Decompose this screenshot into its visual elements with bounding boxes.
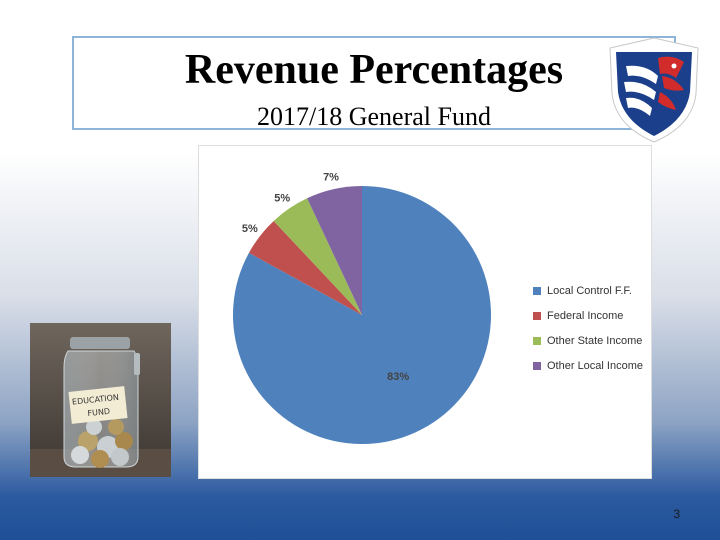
legend-label: Other Local Income — [547, 359, 643, 372]
legend-item: Other State Income — [533, 328, 643, 353]
legend-label: Local Control F.F. — [547, 284, 632, 297]
legend-label: Federal Income — [547, 309, 624, 322]
pie-data-label: 83% — [387, 371, 409, 383]
legend-item: Other Local Income — [533, 353, 643, 378]
legend-swatch — [533, 286, 541, 295]
legend-swatch — [533, 361, 541, 370]
pie-chart: 83% 5% 5% 7% — [233, 171, 491, 444]
education-fund-jar-photo: EDUCATION FUND — [30, 323, 171, 477]
legend-swatch — [533, 336, 541, 345]
legend-item: Local Control F.F. — [533, 278, 643, 303]
jar-label-line2: FUND — [87, 407, 110, 418]
legend-label: Other State Income — [547, 334, 643, 347]
legend-swatch — [533, 311, 541, 320]
chart-panel: 83% 5% 5% 7% Local Control F.F. Federal Inco… — [198, 145, 652, 479]
pie-slice-other-state-income — [273, 198, 362, 315]
slide-subtitle: 2017/18 General Fund — [257, 102, 491, 131]
title-box: Revenue Percentages 2017/18 General Fund — [72, 36, 676, 131]
chart-legend: Local Control F.F. Federal Income Other St… — [533, 278, 643, 378]
pie-data-label: 5% — [242, 223, 258, 235]
eagle-shield-logo — [609, 37, 699, 143]
page-number: 3 — [673, 507, 680, 521]
pie-data-label: 5% — [274, 193, 290, 205]
pie-slice-other-local-income — [307, 186, 362, 315]
slide-title: Revenue Percentages — [184, 47, 564, 93]
legend-item: Federal Income — [533, 303, 643, 328]
pie-data-label: 7% — [323, 171, 339, 183]
pie-slice-federal-income — [248, 220, 362, 315]
